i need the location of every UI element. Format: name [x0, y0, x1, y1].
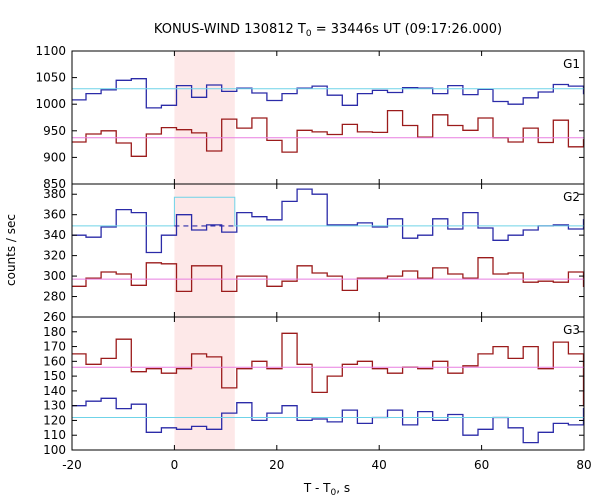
panel-g1-shaded-interval	[174, 51, 235, 184]
panel-g2-series-low	[72, 257, 585, 293]
panel-g3-series-high	[72, 397, 585, 444]
x-axis-label-suffix: , s	[336, 481, 350, 495]
panel-g3-y-tick-label: 180	[43, 325, 66, 339]
chart-title-subscript: 0	[306, 29, 312, 39]
panel-g1-frame	[71, 50, 585, 185]
x-tick-label: 40	[372, 458, 387, 472]
chart-title-suffix: = 33446s UT (09:17:26.000)	[312, 22, 502, 37]
panel-g1-y-tick-label: 850	[43, 177, 66, 191]
panel-g2-y-tick-label: 280	[43, 290, 66, 304]
panel-g3-y-tick-label: 150	[43, 369, 66, 383]
panel-g1-y-tick-label: 1000	[35, 97, 66, 111]
panel-g2-y-tick-label: 260	[43, 310, 66, 324]
panel-g1-series-high	[72, 78, 585, 109]
panel-g2-series-high	[72, 188, 585, 254]
panel-g3-series-low	[72, 332, 585, 407]
panel-g2-y-tick-label: 320	[43, 249, 66, 263]
panel-g2-y-tick-label: 380	[43, 187, 66, 201]
panel-g3-label: G3	[563, 323, 580, 337]
panel-g3-y-tick-label: 120	[43, 413, 66, 427]
x-tick-label: -20	[62, 458, 82, 472]
y-axis-label: counts / sec	[4, 214, 18, 286]
panel-g3-frame	[71, 316, 585, 451]
panel-g1-y-tick-label: 900	[43, 150, 66, 164]
panel-g2-label: G2	[563, 190, 580, 204]
panel-g3-y-tick-label: 130	[43, 399, 66, 413]
chart-title: KONUS-WIND 130812 T0 = 33446s UT (09:17:…	[154, 22, 502, 39]
chart-title-prefix: KONUS-WIND 130812 T	[154, 22, 306, 37]
panel-g2-y-tick-label: 300	[43, 269, 66, 283]
x-axis-label-prefix: T - T	[303, 481, 331, 495]
x-tick-label: 20	[269, 458, 284, 472]
x-axis-label-subscript: 0	[331, 488, 337, 498]
x-tick-label: 80	[576, 458, 591, 472]
panel-g2-y-tick-label: 360	[43, 208, 66, 222]
panel-g3-y-tick-label: 140	[43, 384, 66, 398]
panel-g1-label: G1	[563, 57, 580, 71]
x-tick-label: 0	[171, 458, 179, 472]
panel-g3-y-tick-label: 160	[43, 354, 66, 368]
panel-g1-y-tick-label: 1100	[35, 44, 66, 58]
panel-g2-frame	[71, 183, 585, 318]
panel-g2-background-bg_high	[72, 196, 584, 227]
panel-g1-series-low	[72, 109, 585, 157]
panel-g1-y-tick-label: 950	[43, 124, 66, 138]
x-tick-label: 60	[474, 458, 489, 472]
plot-area: 850900950100010501100G126028030032034036…	[35, 44, 591, 472]
panel-g3-y-tick-label: 170	[43, 340, 66, 354]
panel-g3-y-tick-label: 110	[43, 428, 66, 442]
panel-g3-shaded-interval	[174, 317, 235, 450]
panel-g2-shaded-interval	[174, 184, 235, 317]
x-axis-label: T - T0, s	[303, 481, 350, 498]
panel-g1-y-tick-label: 1050	[35, 71, 66, 85]
panel-g2-y-tick-label: 340	[43, 228, 66, 242]
panel-g3-y-tick-label: 100	[43, 443, 66, 457]
